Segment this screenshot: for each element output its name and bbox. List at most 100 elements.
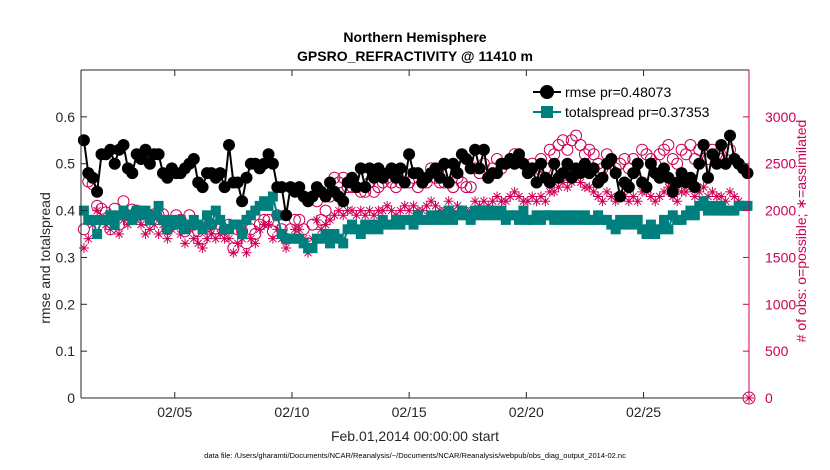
- rmse-point: [543, 176, 556, 189]
- totalspread-point: [232, 219, 243, 230]
- rmse-point: [741, 167, 754, 180]
- rmse-point: [666, 185, 679, 198]
- possible-obs-point: [460, 181, 473, 194]
- assimilated-obs-point: [404, 205, 415, 216]
- assimilated-obs-point: [78, 243, 89, 254]
- legend-rmse-label: rmse pr=0.48073: [565, 84, 671, 100]
- assimilated-obs-point: [522, 196, 533, 207]
- rmse-point: [609, 167, 622, 180]
- assimilated-obs-point: [593, 191, 604, 202]
- x-tick-label: 02/05: [157, 404, 192, 420]
- rmse-point: [161, 171, 174, 184]
- assimilated-obs-point: [645, 191, 656, 202]
- rmse-point: [433, 171, 446, 184]
- rmse-point: [671, 176, 684, 189]
- chart-title: Northern Hemisphere: [343, 29, 486, 45]
- rmse-point: [702, 171, 714, 184]
- rmse-point: [363, 162, 376, 175]
- rmse-point: [214, 167, 227, 180]
- possible-obs-point: [583, 143, 596, 156]
- totalspread-point: [215, 214, 226, 225]
- totalspread-point: [443, 205, 454, 216]
- assimilated-obs-point: [355, 205, 366, 216]
- assimilated-obs-point: [338, 210, 349, 221]
- rmse-point: [319, 190, 332, 203]
- footer-datafile: data file: /Users/gharamti/Documents/NCA…: [204, 451, 626, 460]
- assimilated-obs-point: [650, 196, 661, 207]
- assimilated-obs-point: [562, 182, 573, 193]
- assimilated-obs-point: [245, 233, 256, 244]
- rmse-point: [104, 143, 117, 156]
- y-tick-label: 0: [67, 390, 75, 406]
- assimilated-obs-point: [628, 191, 639, 202]
- totalspread-point: [210, 205, 221, 216]
- rmse-point: [196, 181, 209, 194]
- totalspread-point: [202, 210, 212, 221]
- assimilated-obs-point: [254, 224, 265, 235]
- rmse-point: [464, 162, 477, 175]
- assimilated-obs-point: [430, 200, 441, 211]
- rmse-point: [372, 162, 385, 175]
- assimilated-obs-point: [527, 191, 538, 202]
- assimilated-obs-point: [597, 196, 608, 207]
- totalspread-point: [654, 224, 665, 235]
- rmse-point: [688, 181, 701, 194]
- assimilated-obs-point: [408, 200, 419, 211]
- totalspread-point: [153, 200, 164, 211]
- totalspread-point: [408, 219, 419, 230]
- x-tick-label: 02/15: [392, 404, 427, 420]
- rmse-point: [438, 157, 451, 170]
- totalspread-point: [197, 224, 208, 235]
- assimilated-obs-point: [320, 219, 331, 230]
- axes-layer: 02/05 02/10 02/15 02/20 02/25 0 0.1 0.2 0.3 0.4 0.…: [56, 69, 796, 420]
- totalspread-point: [439, 214, 450, 225]
- assimilated-obs-point: [197, 243, 208, 254]
- assimilated-obs-point: [588, 186, 599, 197]
- rmse-point: [368, 171, 380, 184]
- assimilated-obs-point: [201, 233, 212, 244]
- rmse-point: [354, 162, 367, 175]
- totalspread-point: [373, 224, 384, 235]
- assimilated-obs-point: [505, 191, 516, 202]
- assimilated-obs-point: [162, 233, 173, 244]
- totalspread-point: [496, 205, 507, 216]
- rmse-point: [627, 167, 640, 180]
- assimilated-obs-point: [487, 196, 498, 207]
- totalspread-point: [325, 238, 335, 249]
- rmse-point: [535, 157, 547, 170]
- assimilated-obs-point: [263, 219, 274, 230]
- rmse-point: [152, 148, 165, 161]
- rmse-point: [108, 157, 121, 170]
- rmse-point: [653, 171, 666, 184]
- legend-spread-label: totalspread pr=0.37353: [565, 104, 710, 120]
- chart-subtitle: GPSRO_REFRACTIVITY @ 11410 m: [297, 48, 533, 64]
- rmse-point: [631, 157, 644, 170]
- assimilated-obs-point: [382, 200, 393, 211]
- rmse-point: [86, 171, 99, 184]
- possible-obs-point: [662, 139, 675, 151]
- rmse-point: [719, 157, 732, 170]
- rmse-point: [706, 148, 719, 161]
- rmse-point: [236, 195, 249, 208]
- assimilated-obs-point: [333, 205, 344, 216]
- rmse-point: [614, 190, 627, 203]
- rmse-point: [411, 167, 424, 180]
- assimilated-obs-point: [83, 233, 94, 244]
- rmse-point: [117, 139, 130, 151]
- rmse-point: [385, 162, 398, 175]
- origin-possible-marker: [742, 391, 756, 405]
- rmse-point: [346, 171, 358, 184]
- rmse-point: [223, 139, 235, 151]
- legend-rmse-marker: [540, 85, 554, 99]
- assimilated-obs-point: [210, 233, 221, 244]
- rmse-point: [231, 176, 244, 189]
- assimilated-obs-point: [553, 182, 564, 193]
- possible-obs-point: [666, 153, 679, 165]
- y-tick-label: 0.2: [56, 296, 76, 312]
- rmse-point: [126, 167, 139, 180]
- rmse-point: [469, 143, 482, 156]
- legend: rmse pr=0.48073 totalspread pr=0.37353: [525, 79, 717, 125]
- totalspread-point: [140, 205, 151, 216]
- rmse-point: [473, 162, 486, 175]
